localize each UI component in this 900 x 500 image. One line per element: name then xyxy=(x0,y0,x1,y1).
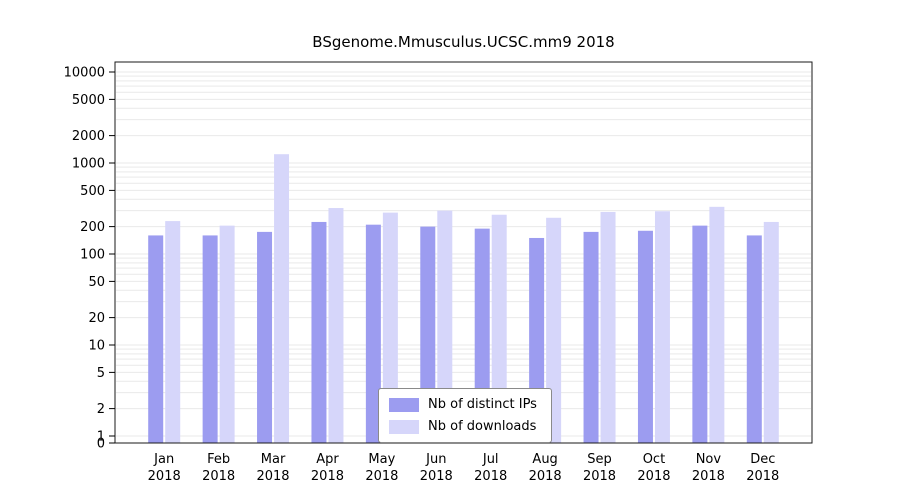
bar-distinct-ips-nov xyxy=(692,225,708,443)
bar-downloads-mar xyxy=(274,154,290,443)
x-label-month: Nov xyxy=(696,452,722,467)
legend-item-distinct-ips: Nb of distinct IPs xyxy=(389,397,537,412)
legend-label-distinct-ips: Nb of distinct IPs xyxy=(428,397,537,412)
x-label-year: 2018 xyxy=(148,469,181,484)
legend-label-downloads: Nb of downloads xyxy=(428,419,537,434)
x-label-month: Jan xyxy=(153,452,174,467)
x-label-month: Sep xyxy=(587,452,612,467)
bar-downloads-nov xyxy=(709,206,725,443)
x-label-year: 2018 xyxy=(583,469,616,484)
y-tick-label: 10 xyxy=(88,339,105,354)
legend-swatch-distinct-ips xyxy=(389,397,419,412)
bar-distinct-ips-mar xyxy=(257,231,273,443)
y-tick-label: 1 xyxy=(97,430,105,445)
bar-downloads-feb xyxy=(219,225,235,443)
x-label-year: 2018 xyxy=(529,469,562,484)
y-tick-label: 20 xyxy=(88,311,105,326)
y-tick-label: 500 xyxy=(80,184,105,199)
bar-distinct-ips-feb xyxy=(202,235,218,443)
bar-distinct-ips-jan xyxy=(148,235,164,443)
plot-frame xyxy=(114,61,813,444)
y-tick-label: 2 xyxy=(97,402,105,417)
bar-downloads-apr xyxy=(328,208,344,443)
x-label-month: Feb xyxy=(207,452,230,467)
x-label-month: Jun xyxy=(425,452,446,467)
x-label-year: 2018 xyxy=(202,469,235,484)
x-label-year: 2018 xyxy=(420,469,453,484)
bar-distinct-ips-dec xyxy=(746,235,762,443)
x-label-month: Mar xyxy=(261,452,286,467)
chart-legend: Nb of distinct IPs Nb of downloads xyxy=(378,388,552,443)
y-tick-label: 5 xyxy=(97,366,105,381)
y-tick-label: 2000 xyxy=(72,129,105,144)
x-label-month: Jul xyxy=(482,452,499,467)
x-label-month: Dec xyxy=(750,452,775,467)
bar-downloads-jun xyxy=(437,210,453,443)
y-tick-label: 5000 xyxy=(72,93,105,108)
legend-swatch-downloads xyxy=(389,419,419,434)
bar-downloads-jan xyxy=(165,221,181,443)
y-tick-label: 50 xyxy=(88,275,105,290)
bar-downloads-oct xyxy=(654,211,670,443)
x-label-year: 2018 xyxy=(474,469,507,484)
y-tick-label: 200 xyxy=(80,220,105,235)
x-label-year: 2018 xyxy=(311,469,344,484)
y-tick-label: 10000 xyxy=(64,66,105,81)
bar-downloads-aug xyxy=(546,217,562,443)
x-label-year: 2018 xyxy=(365,469,398,484)
y-tick-label: 0 xyxy=(97,437,105,452)
bar-downloads-may xyxy=(382,212,398,443)
y-tick-label: 1000 xyxy=(72,157,105,172)
x-label-month: Apr xyxy=(316,452,339,467)
bar-distinct-ips-may xyxy=(365,224,381,443)
x-label-year: 2018 xyxy=(692,469,725,484)
x-label-year: 2018 xyxy=(746,469,779,484)
x-label-month: May xyxy=(368,452,395,467)
bar-downloads-sep xyxy=(600,211,616,443)
x-label-year: 2018 xyxy=(256,469,289,484)
bar-distinct-ips-apr xyxy=(311,221,327,443)
x-label-month: Oct xyxy=(643,452,665,467)
x-label-month: Aug xyxy=(532,452,557,467)
y-tick-label: 100 xyxy=(80,248,105,263)
bar-downloads-jul xyxy=(491,214,507,443)
bar-distinct-ips-oct xyxy=(637,230,653,443)
bar-distinct-ips-sep xyxy=(583,231,599,443)
x-label-year: 2018 xyxy=(637,469,670,484)
chart-title: BSgenome.Mmusculus.UCSC.mm9 2018 xyxy=(312,33,615,51)
bar-downloads-dec xyxy=(763,221,779,443)
legend-item-downloads: Nb of downloads xyxy=(389,419,537,434)
